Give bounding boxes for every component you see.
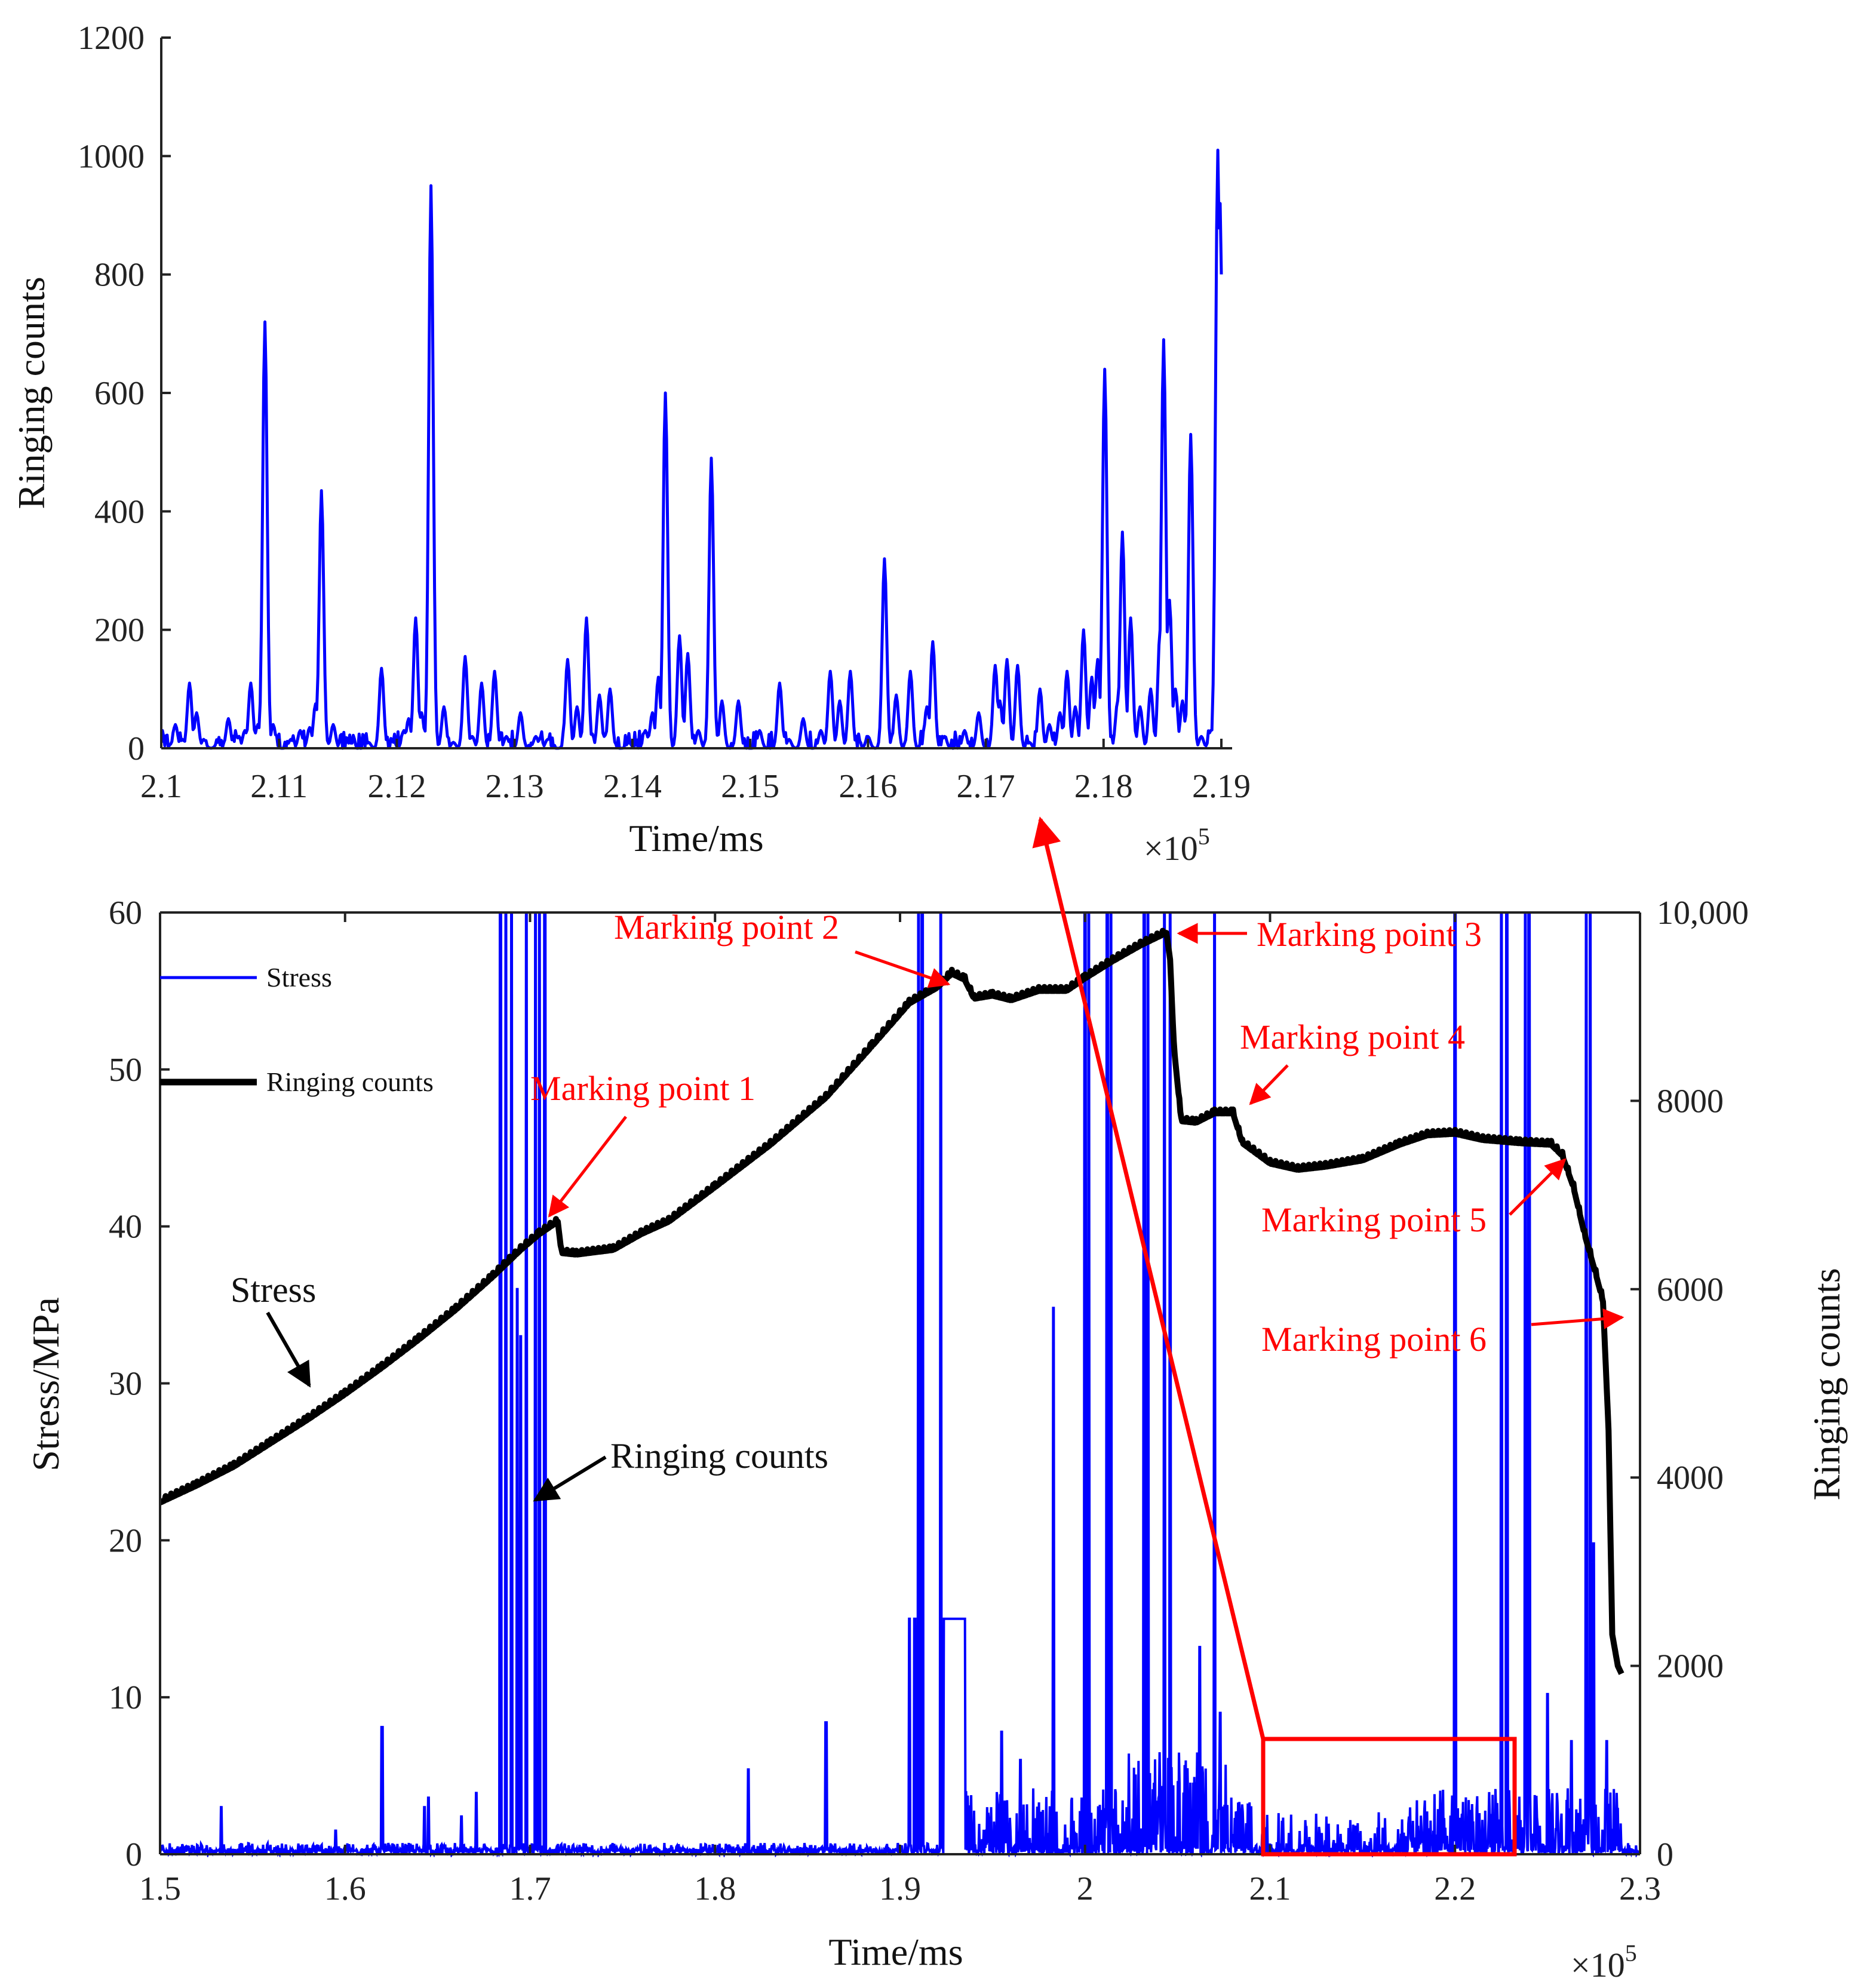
inset-x-multiplier: ×105 xyxy=(1144,823,1210,868)
annotation-marking-point-4: Marking point 4 xyxy=(1240,1018,1465,1056)
inset-x-tick-label: 2.18 xyxy=(1074,768,1133,805)
annotation-arrow-1 xyxy=(548,1116,627,1218)
main-y-tick-label-right: 6000 xyxy=(1657,1271,1724,1308)
inset-y-ticks: 0 200 400 600 800 1000 1200 xyxy=(78,20,171,767)
main-x-multiplier: ×105 xyxy=(1571,1940,1637,1984)
inset-y-tick-label: 200 xyxy=(94,612,145,649)
inset-y-tick-label: 1000 xyxy=(78,138,145,175)
annotation-arrow-5 xyxy=(1509,1158,1567,1216)
legend-label-ringing: Ringing counts xyxy=(266,1067,434,1097)
inset-axes xyxy=(160,38,1232,749)
inset-y-tick-label: 0 xyxy=(128,730,145,767)
inset-x-label: Time/ms xyxy=(629,817,763,859)
inset-x-tick-label: 2.14 xyxy=(603,768,662,805)
legend: Stress Ringing counts xyxy=(160,962,434,1097)
main-y-ticks-left: 0 10 20 30 40 50 60 xyxy=(109,895,170,1873)
main-x-ticks: 1.5 1.6 1.7 1.8 1.9 2 2.1 2.2 2.3 xyxy=(139,912,1661,1907)
annotation-marking-point-1: Marking point 1 xyxy=(530,1069,756,1108)
main-y-tick-label-left: 10 xyxy=(109,1679,142,1716)
inset-x-tick-label: 2.11 xyxy=(250,768,308,805)
legend-label-stress: Stress xyxy=(266,962,332,993)
main-y-label-left: Stress/MPa xyxy=(24,1297,67,1471)
main-x-tick-label: 2.3 xyxy=(1619,1870,1661,1907)
annotation-arrow-ringing xyxy=(533,1455,607,1502)
main-y-tick-label-left: 20 xyxy=(109,1522,142,1559)
zoom-box xyxy=(1261,1737,1517,1857)
inset-y-tick-label: 600 xyxy=(94,375,145,412)
main-x-tick-label: 2 xyxy=(1077,1870,1094,1907)
inset-x-multiplier-exp: 5 xyxy=(1198,823,1210,850)
main-x-label: Time/ms xyxy=(828,1931,963,1973)
main-y-tick-label-left: 40 xyxy=(109,1209,142,1246)
main-x-multiplier-base: ×10 xyxy=(1571,1946,1625,1984)
inset-y-tick-label: 800 xyxy=(94,257,145,294)
main-x-tick-label: 1.9 xyxy=(879,1870,921,1907)
main-y-tick-label-left: 50 xyxy=(109,1052,142,1089)
inset-x-ticks: 2.1 2.11 2.12 2.13 2.14 2.15 2.16 2.17 2.18 2.19 xyxy=(140,739,1251,805)
main-y-tick-label-right: 10,000 xyxy=(1657,895,1749,932)
annotation-ringing-counts: Ringing counts xyxy=(610,1436,828,1476)
main-x-tick-label: 1.6 xyxy=(324,1870,366,1907)
inset-x-tick-label: 2.1 xyxy=(140,768,182,805)
main-stress-line xyxy=(160,927,1624,1675)
inset-x-tick-label: 2.12 xyxy=(367,768,426,805)
inset-x-tick-label: 2.13 xyxy=(486,768,544,805)
inset-x-tick-label: 2.15 xyxy=(721,768,779,805)
inset-x-tick-label: 2.16 xyxy=(839,768,897,805)
inset-x-tick-label: 2.17 xyxy=(957,768,1015,805)
main-x-tick-label: 2.1 xyxy=(1249,1870,1291,1907)
main-y-tick-label-right: 8000 xyxy=(1657,1083,1724,1120)
main-stress-series xyxy=(160,927,1624,1675)
main-y-tick-label-right: 0 xyxy=(1657,1836,1673,1873)
zoom-connector-right xyxy=(1032,816,1266,1740)
annotation-stress: Stress xyxy=(231,1270,316,1310)
main-x-tick-label: 2.2 xyxy=(1434,1870,1476,1907)
main-y-tick-label-right: 4000 xyxy=(1657,1459,1724,1497)
inset-y-label: Ringing counts xyxy=(10,276,53,509)
main-y-tick-label-right: 2000 xyxy=(1657,1648,1724,1685)
main-y-tick-label-left: 60 xyxy=(109,895,142,932)
main-y-tick-label-left: 0 xyxy=(125,1836,142,1873)
main-x-tick-label: 1.7 xyxy=(509,1870,551,1907)
annotation-arrow-6 xyxy=(1531,1308,1624,1329)
annotations: Marking point 1 Marking point 2 Marking … xyxy=(231,908,1624,1502)
inset-ringing-line xyxy=(160,148,1223,750)
annotation-marking-point-5: Marking point 5 xyxy=(1261,1200,1487,1239)
annotation-marking-point-3: Marking point 3 xyxy=(1257,915,1482,954)
main-x-tick-label: 1.8 xyxy=(694,1870,736,1907)
inset-y-tick-label: 400 xyxy=(94,493,145,530)
main-chart: 1.5 1.6 1.7 1.8 1.9 2 2.1 2.2 2.3 0102030405060 … xyxy=(24,816,1848,1984)
main-y-tick-label-left: 30 xyxy=(109,1366,142,1403)
inset-plot-area xyxy=(160,148,1223,750)
inset-x-tick-label: 2.19 xyxy=(1192,768,1251,805)
annotation-arrow-2 xyxy=(855,950,951,988)
inset-y-tick-label: 1200 xyxy=(78,20,145,57)
main-x-multiplier-exp: 5 xyxy=(1625,1940,1637,1967)
annotation-arrow-stress xyxy=(266,1311,311,1388)
main-x-tick-label: 1.5 xyxy=(139,1870,181,1907)
main-y-ticks-right: 0 2000 4000 6000 8000 10,000 xyxy=(1630,895,1749,1873)
annotation-marking-point-2: Marking point 2 xyxy=(614,908,839,947)
annotation-marking-point-6: Marking point 6 xyxy=(1261,1320,1487,1359)
inset-x-multiplier-base: ×10 xyxy=(1144,829,1198,868)
inset-chart: 2.1 2.11 2.12 2.13 2.14 2.15 2.16 2.17 2.18 2.19 … xyxy=(10,20,1251,868)
annotation-arrow-4 xyxy=(1249,1064,1289,1105)
main-y-label-right: Ringing counts xyxy=(1805,1268,1848,1500)
